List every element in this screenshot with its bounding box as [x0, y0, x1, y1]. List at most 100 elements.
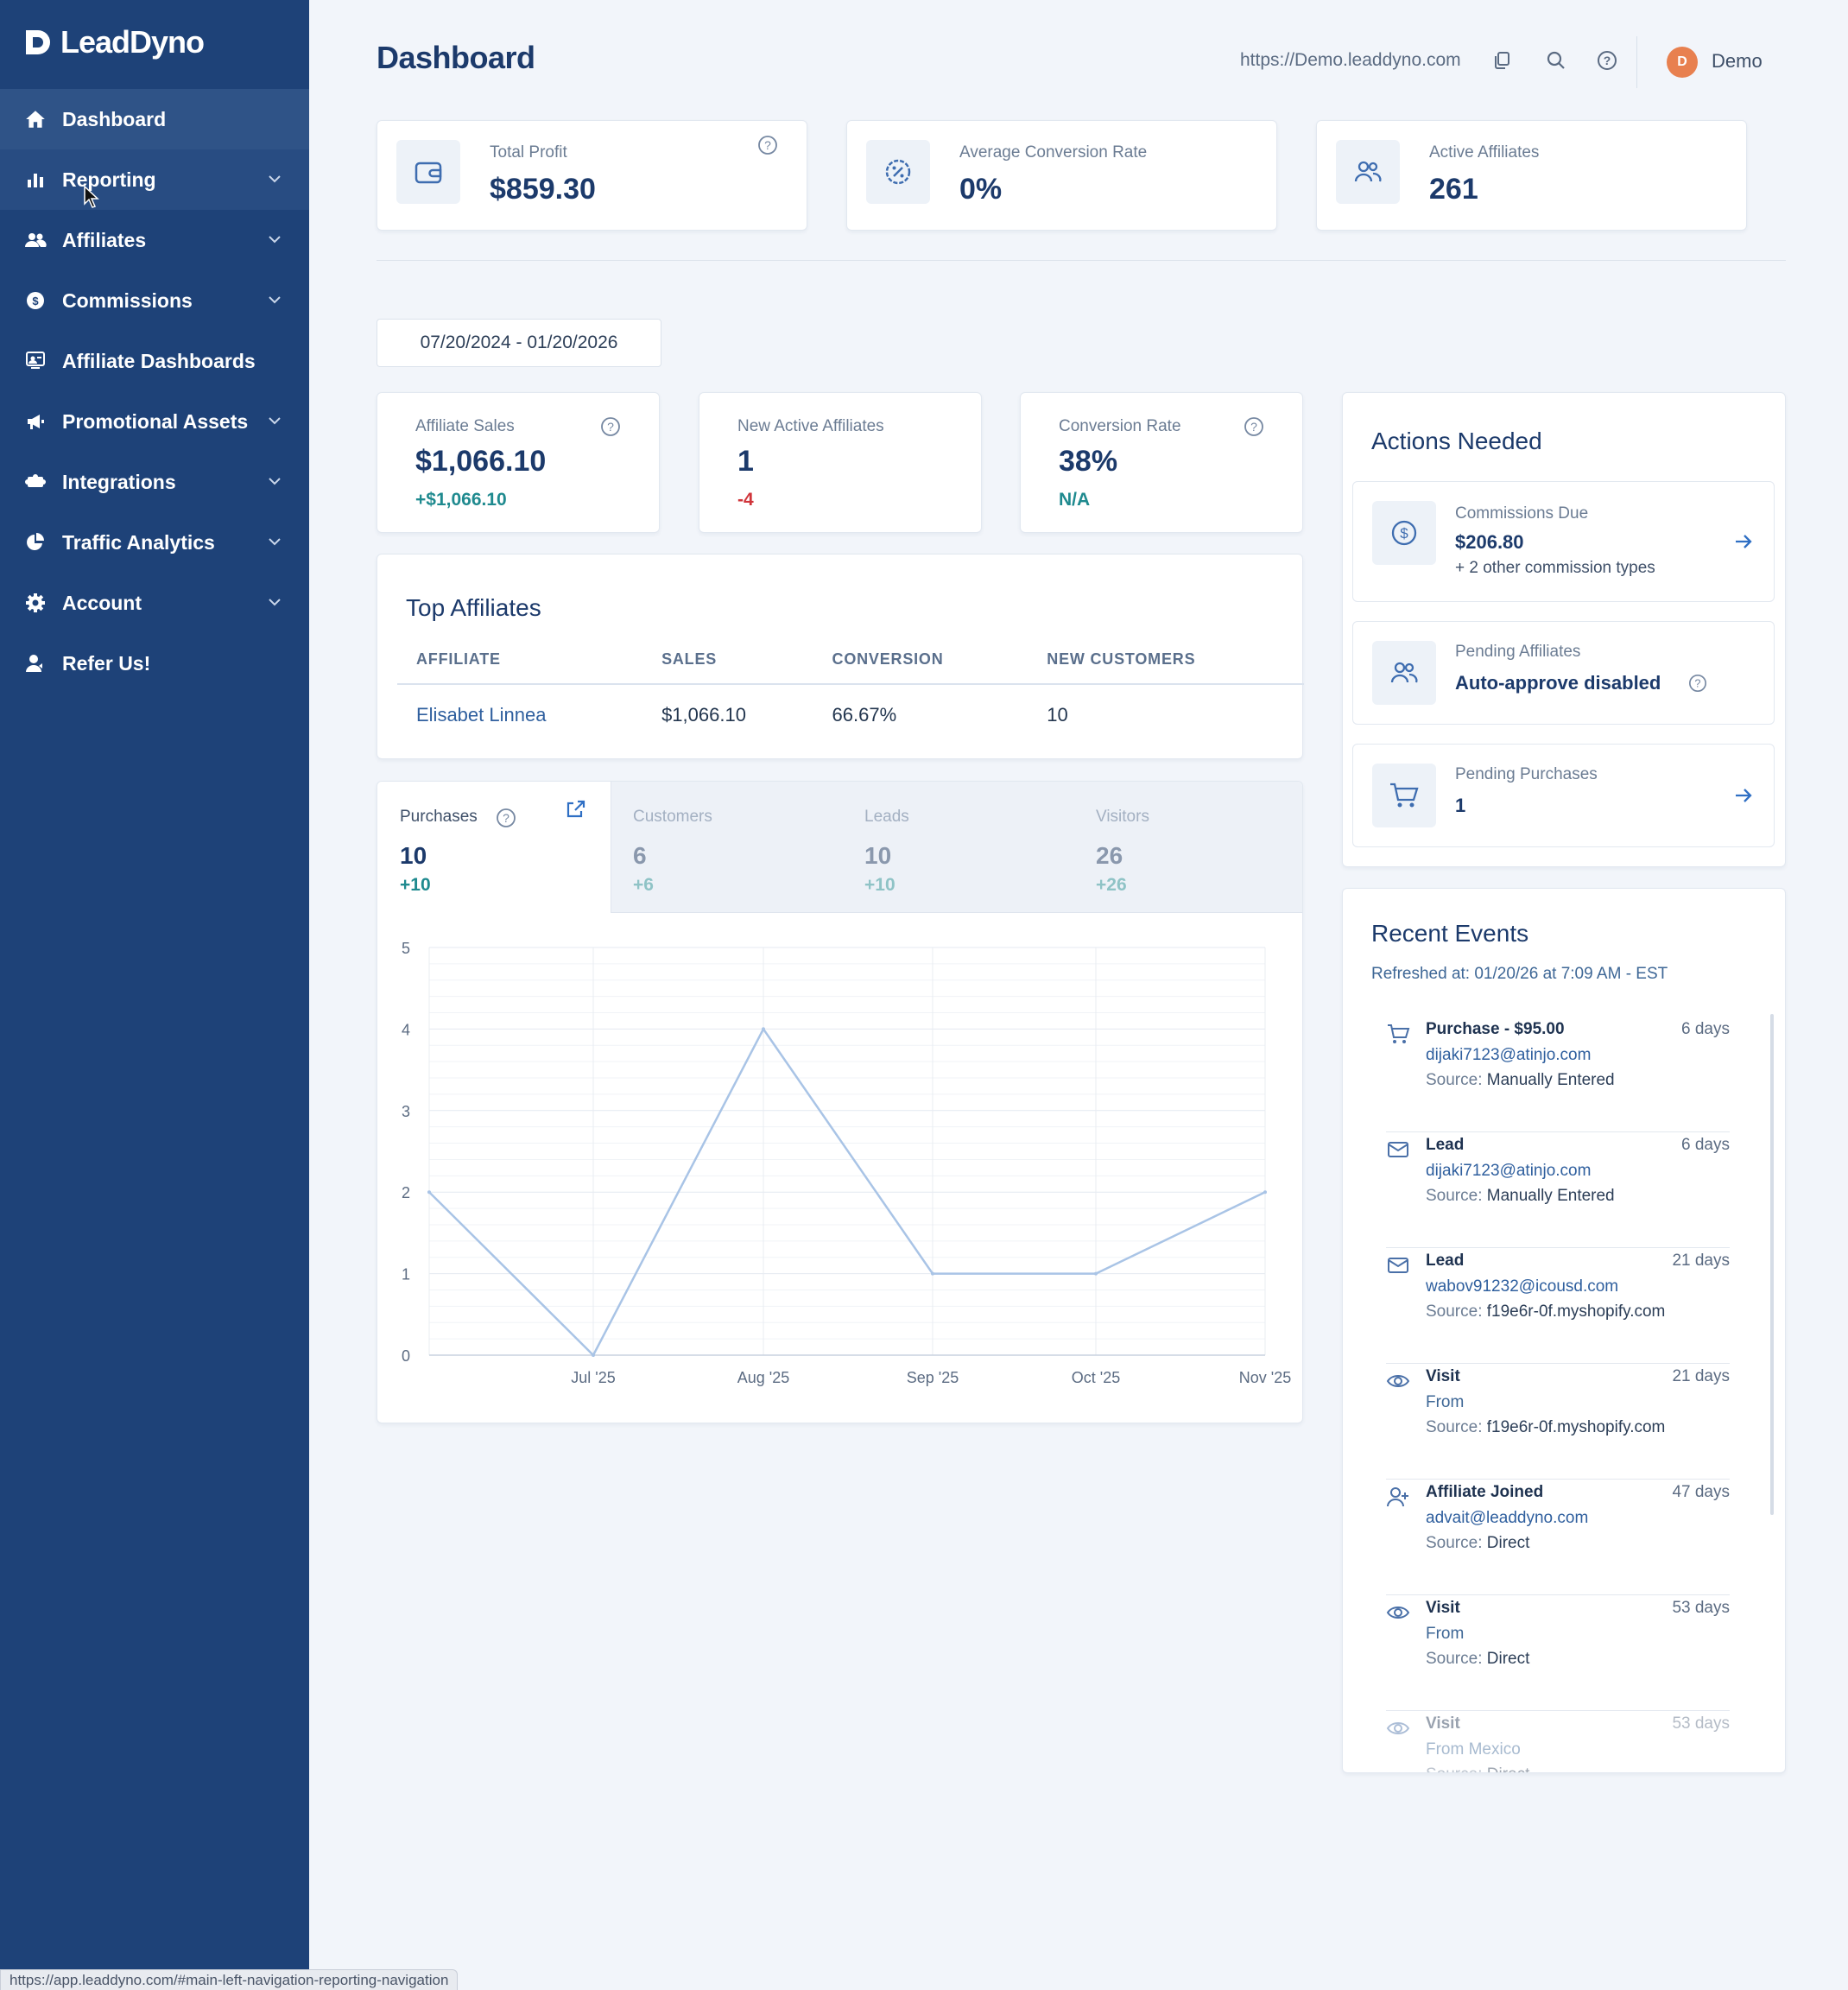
event-item[interactable]: Lead 6 days dijaki7123@atinjo.com Source…: [1386, 1132, 1730, 1248]
help-icon[interactable]: ?: [1688, 674, 1707, 693]
chevron-down-icon[interactable]: [266, 472, 283, 490]
chevron-down-icon[interactable]: [266, 533, 283, 550]
event-source: Source: f19e6r-0f.myshopify.com: [1426, 1302, 1665, 1321]
logo[interactable]: LeadDyno: [22, 22, 205, 62]
svg-text:?: ?: [1694, 677, 1700, 690]
sidebar: LeadDyno Dashboard Reporting Affiliates …: [0, 0, 309, 1990]
nav-item-reporting[interactable]: Reporting: [0, 149, 309, 210]
event-email[interactable]: advait@leaddyno.com: [1426, 1509, 1589, 1527]
chevron-down-icon[interactable]: [266, 170, 283, 187]
source-label: Source:: [1426, 1765, 1482, 1772]
event-time: 21 days: [1672, 1252, 1730, 1270]
chevron-down-icon[interactable]: [266, 412, 283, 429]
event-time: 6 days: [1681, 1136, 1730, 1154]
event-email[interactable]: wabov91232@icousd.com: [1426, 1277, 1619, 1296]
event-item[interactable]: Lead 21 days wabov91232@icousd.com Sourc…: [1386, 1248, 1730, 1364]
event-item[interactable]: Affiliate Joined 47 days advait@leaddyno…: [1386, 1480, 1730, 1595]
avatar[interactable]: D: [1667, 47, 1698, 78]
nav-item-account[interactable]: Account: [0, 573, 309, 633]
eye-icon: [1386, 1607, 1410, 1619]
event-item[interactable]: Visit 53 days From Source: Direct: [1386, 1595, 1730, 1711]
source-label: Source:: [1426, 1071, 1483, 1089]
tab-customers[interactable]: Customers 6 +6: [611, 782, 842, 913]
tab-visitors[interactable]: Visitors 26 +26: [1073, 782, 1302, 913]
event-title: Lead: [1426, 1252, 1465, 1270]
section-title: Recent Events: [1371, 920, 1529, 947]
tab-purchases[interactable]: Purchases ? 10 +10: [377, 782, 611, 913]
nav-item-dashboard[interactable]: Dashboard: [0, 89, 309, 149]
header-divider: [1636, 36, 1637, 88]
tab-label: Visitors: [1096, 808, 1149, 826]
arrow-right-icon[interactable]: [1732, 530, 1755, 553]
envelope-icon: [1388, 1258, 1408, 1273]
pending-purchases-item[interactable]: Pending Purchases 1: [1352, 744, 1775, 847]
nav-item-affiliate-dashboards[interactable]: Affiliate Dashboards: [0, 331, 309, 391]
tab-value: 10: [864, 842, 892, 869]
stat-label: Average Conversion Rate: [959, 143, 1148, 162]
commissions-due-item[interactable]: $ Commissions Due $206.80 + 2 other comm…: [1352, 481, 1775, 602]
data-point: [592, 1353, 595, 1357]
event-item[interactable]: Visit 53 days From Mexico Source: Direct: [1386, 1711, 1730, 1772]
external-link-icon[interactable]: [566, 799, 586, 820]
tab-leads[interactable]: Leads 10 +10: [842, 782, 1073, 913]
tab-change: +26: [1096, 875, 1127, 895]
refer-user-icon: [22, 650, 48, 676]
x-tick-label: Nov '25: [1239, 1369, 1291, 1386]
gear-icon: [22, 590, 48, 616]
browser-status-bar: https://app.leaddyno.com/#main-left-navi…: [0, 1969, 459, 1990]
source-label: Source:: [1426, 1534, 1483, 1552]
arrow-right-icon[interactable]: [1732, 784, 1755, 807]
users-icon: [1372, 641, 1436, 705]
active-affiliates-card: Active Affiliates 261: [1316, 120, 1747, 231]
user-menu[interactable]: Demo: [1712, 50, 1763, 72]
nav-item-traffic-analytics[interactable]: Traffic Analytics: [0, 512, 309, 573]
eye-icon: [1386, 1722, 1410, 1734]
action-label: Pending Affiliates: [1455, 643, 1581, 661]
source-label: Source:: [1426, 1302, 1483, 1321]
tab-label: Purchases: [400, 808, 478, 826]
help-icon[interactable]: ?: [600, 416, 621, 437]
search-icon[interactable]: [1544, 48, 1568, 73]
scrollbar[interactable]: [1770, 1014, 1774, 1515]
mouse-cursor-icon: [84, 185, 99, 208]
nav-item-refer-us[interactable]: Refer Us!: [0, 633, 309, 694]
date-range-picker[interactable]: 07/20/2024 - 01/20/2026: [377, 319, 661, 367]
nav-item-integrations[interactable]: Integrations: [0, 452, 309, 512]
svg-text:$: $: [1400, 525, 1408, 542]
chevron-down-icon[interactable]: [266, 231, 283, 248]
help-icon[interactable]: ?: [1244, 416, 1264, 437]
megaphone-icon: [22, 409, 48, 434]
nav-item-label: Traffic Analytics: [62, 530, 215, 554]
event-item[interactable]: Purchase - $95.00 6 days dijaki7123@atin…: [1386, 1017, 1730, 1132]
chevron-down-icon[interactable]: [266, 291, 283, 308]
event-origin: From Mexico: [1426, 1740, 1521, 1759]
tab-change: +10: [400, 875, 431, 895]
table-cell: $1,066.10: [661, 704, 746, 726]
bar-chart-icon: [22, 167, 48, 193]
nav-item-commissions[interactable]: $ Commissions: [0, 270, 309, 331]
help-icon[interactable]: ?: [496, 808, 516, 828]
chevron-down-icon[interactable]: [266, 593, 283, 611]
event-item[interactable]: Visit 21 days From Source: f19e6r-0f.mys…: [1386, 1364, 1730, 1480]
x-tick-label: Sep '25: [907, 1369, 959, 1386]
help-icon[interactable]: ?: [1595, 48, 1619, 73]
affiliate-link[interactable]: Elisabet Linnea: [416, 704, 547, 726]
column-header: NEW CUSTOMERS: [1028, 650, 1304, 685]
event-email[interactable]: dijaki7123@atinjo.com: [1426, 1046, 1592, 1064]
actions-needed-card: Actions Needed $ Commissions Due $206.80…: [1342, 392, 1786, 867]
section-title: Top Affiliates: [406, 594, 541, 621]
copy-icon[interactable]: [1490, 48, 1515, 73]
help-icon[interactable]: ?: [757, 135, 778, 155]
stat-value: $1,066.10: [415, 445, 547, 478]
y-tick-label: 4: [402, 1021, 410, 1038]
nav-item-promotional-assets[interactable]: Promotional Assets: [0, 391, 309, 452]
event-email[interactable]: dijaki7123@atinjo.com: [1426, 1162, 1592, 1180]
stat-label: New Active Affiliates: [737, 417, 884, 435]
data-point: [427, 1190, 431, 1195]
y-tick-label: 0: [402, 1347, 410, 1365]
nav-item-affiliates[interactable]: Affiliates: [0, 210, 309, 270]
cart-icon: [1388, 1024, 1410, 1043]
average-conversion-rate-card: Average Conversion Rate 0%: [846, 120, 1277, 231]
pending-affiliates-item[interactable]: Pending Affiliates Auto-approve disabled…: [1352, 621, 1775, 725]
stat-value: 261: [1429, 173, 1478, 206]
